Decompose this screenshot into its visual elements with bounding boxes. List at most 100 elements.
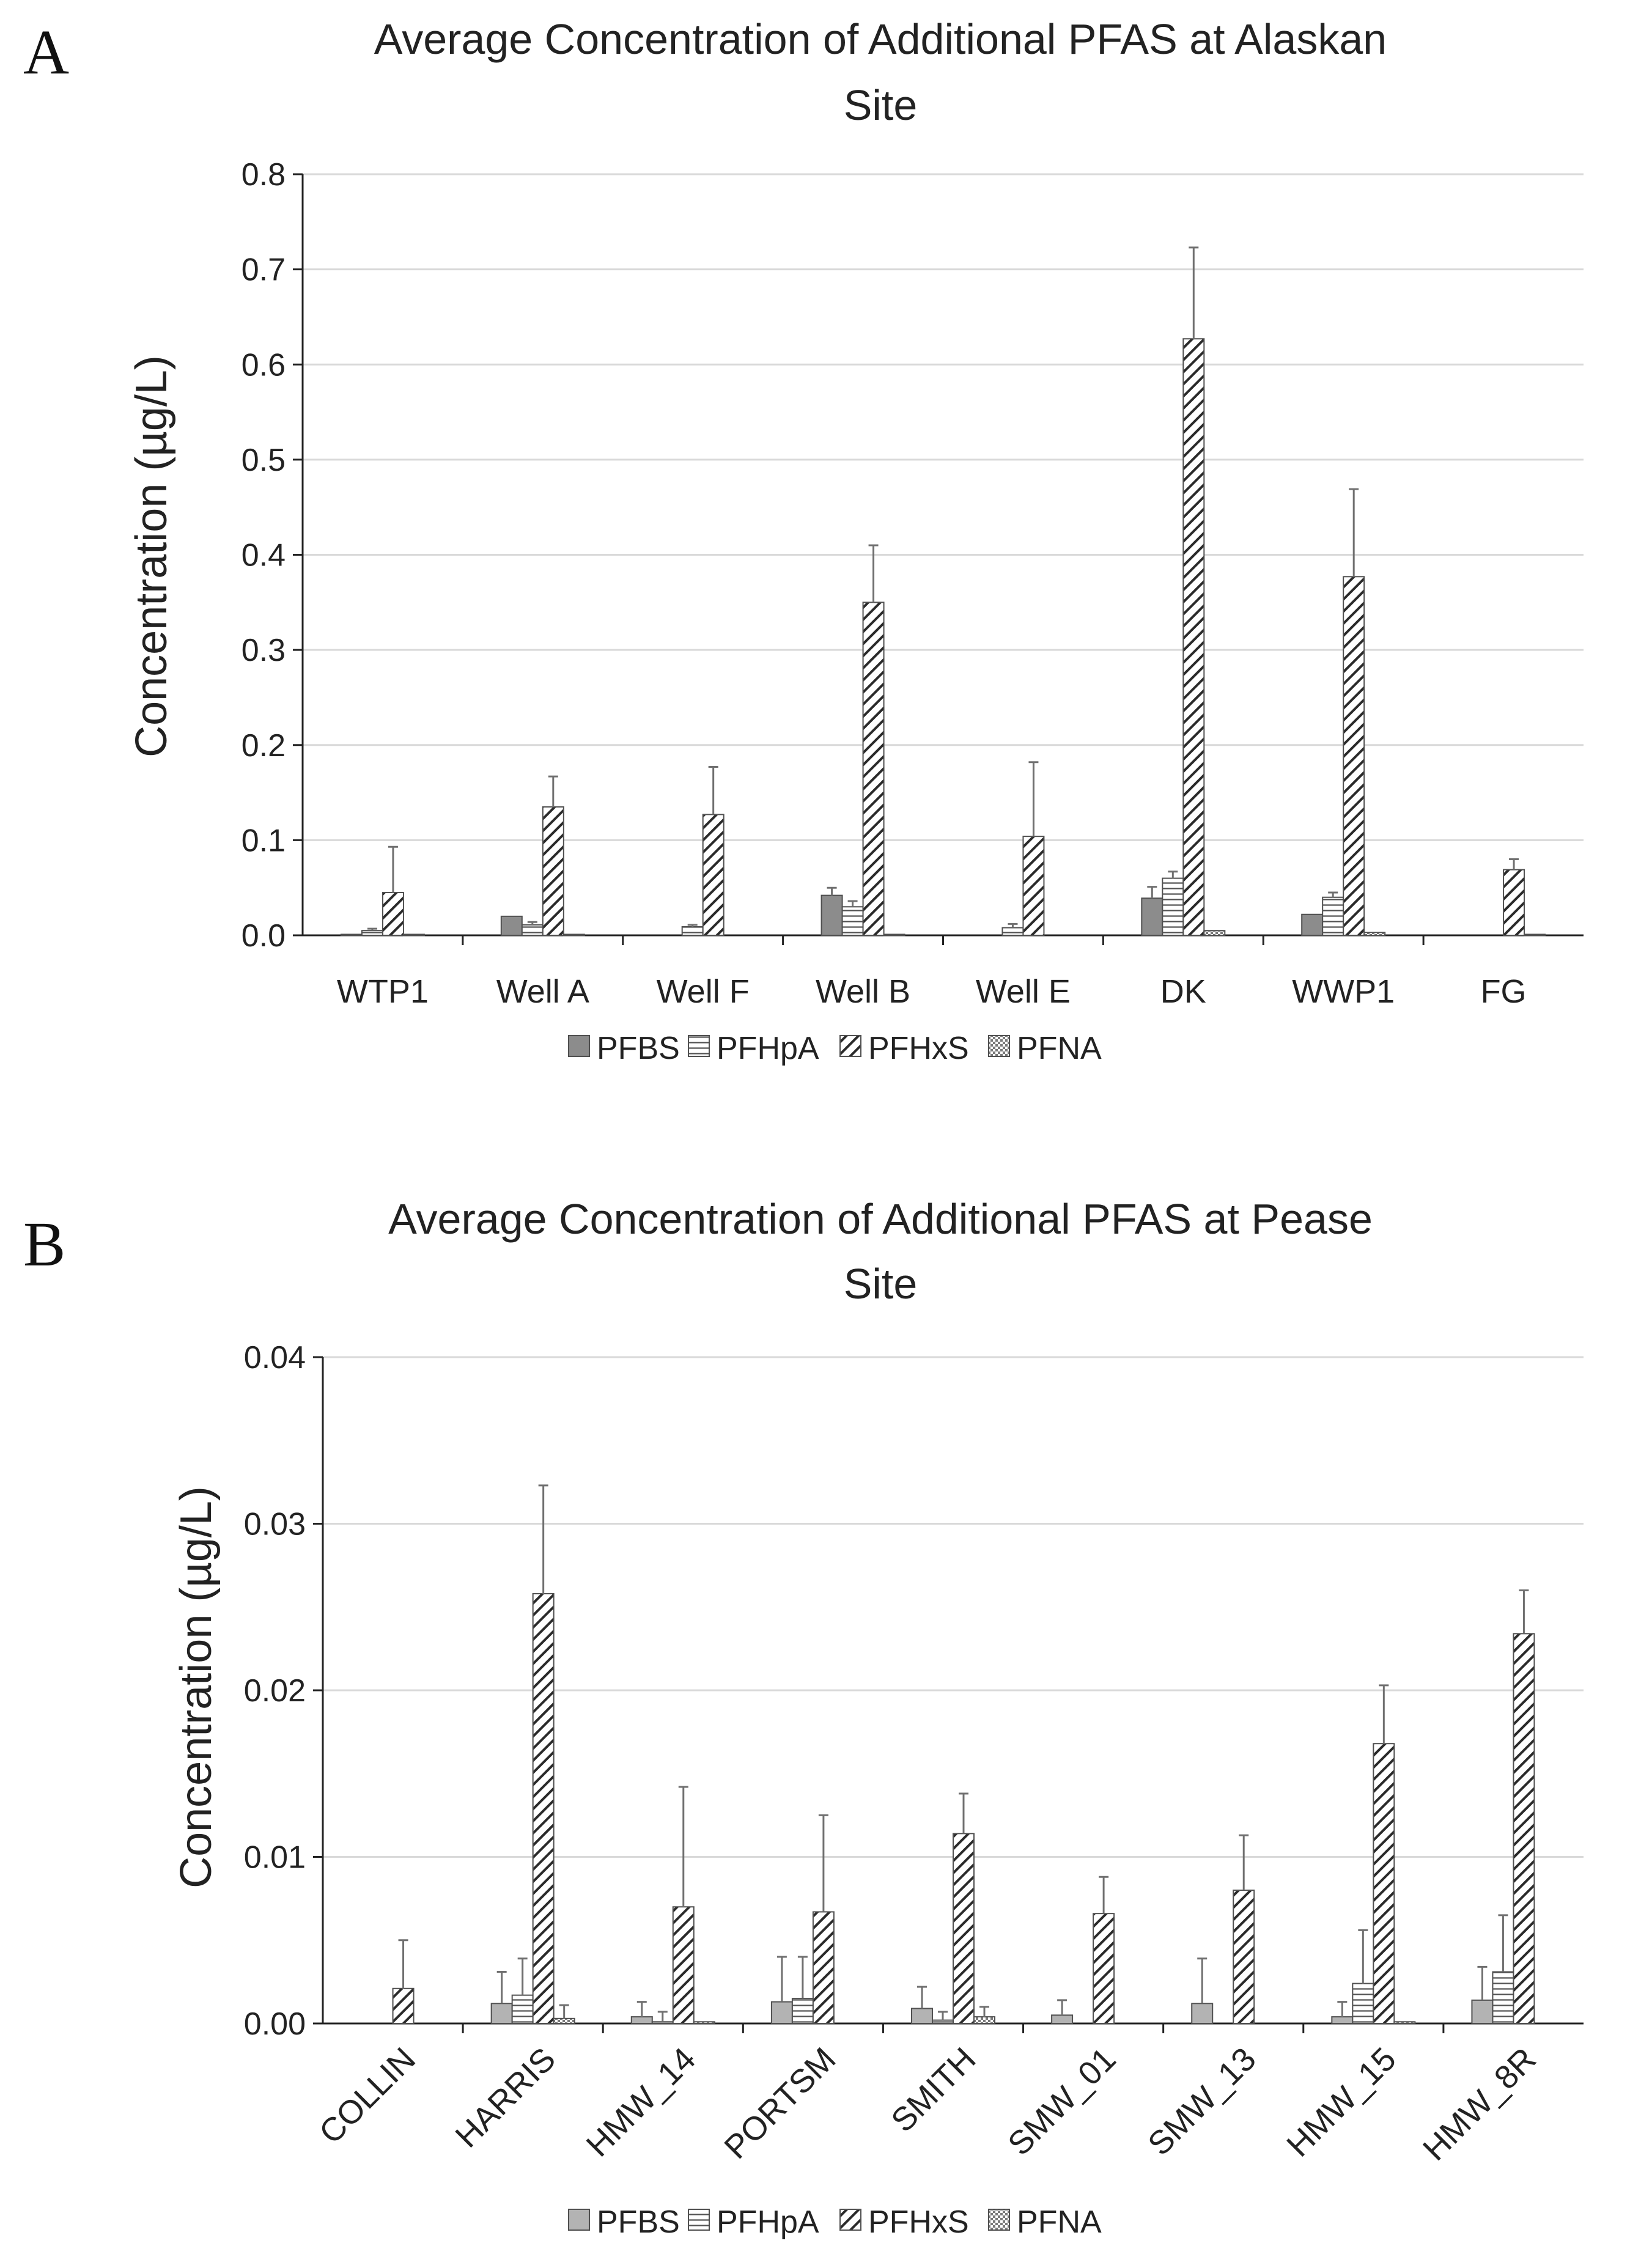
bar-pfhxs-smw-13 (1233, 1890, 1255, 2024)
y-tick-label: 0.04 (244, 1340, 306, 1375)
chart-panel-b: Average Concentration of Additional PFAS… (172, 1195, 1584, 2240)
y-tick-label: 0.00 (244, 2006, 306, 2042)
y-axis-title: Concentration (µg/L) (172, 1486, 221, 1888)
bar-pfbs-smith (911, 2008, 933, 2025)
x-tick-label: Well B (816, 973, 910, 1010)
panel-letter-a: A (23, 17, 69, 87)
bar-pfhxs-fg (1503, 869, 1525, 937)
bar-pfbs-harris (490, 2003, 513, 2025)
bar-pfbs-hmw-15 (1331, 2016, 1354, 2025)
bar-pfhxs-hmw-14 (672, 1906, 695, 2024)
x-tick-label: SMW_13 (1141, 2041, 1263, 2162)
chart-title-line-2: Site (844, 1260, 918, 1308)
x-tick-label: DK (1160, 973, 1206, 1010)
legend-swatch-pfna (988, 2209, 1010, 2231)
x-tick-label: Well A (496, 973, 589, 1010)
x-tick-label: FG (1481, 973, 1527, 1010)
bar-pfhxs-well-e (1022, 836, 1045, 937)
bar-pfna-smith (973, 2016, 995, 2025)
y-tick-label: 0.8 (242, 157, 286, 193)
bar-pfhpa-well-f (681, 926, 704, 937)
bar-pfhpa-well-a (521, 924, 544, 936)
bar-pfbs-well-b (820, 894, 843, 936)
legend-label-pfhxs: PFHxS (868, 1031, 969, 1066)
bar-pfhxs-smw-01 (1093, 1913, 1115, 2024)
legend-swatch-pfhxs (839, 2209, 861, 2231)
bar-pfhpa-well-b (841, 906, 864, 936)
bar-pfbs-portsm (770, 2001, 793, 2024)
bar-pfhpa-well-e (1001, 927, 1024, 937)
bar-pfhxs-well-b (862, 602, 885, 936)
bar-pfhxs-wwp1 (1343, 576, 1365, 936)
bar-pfhxs-hmw-15 (1373, 1743, 1395, 2024)
x-tick-label: Well F (657, 973, 750, 1010)
bar-pfbs-smw-01 (1051, 2014, 1074, 2024)
legend-label-pfna: PFNA (1017, 2204, 1102, 2240)
bar-pfhpa-hmw-14 (651, 2021, 674, 2024)
bar-pfna-hmw-14 (693, 2021, 715, 2024)
bar-pfbs-smw-13 (1191, 2003, 1214, 2025)
y-tick-label: 0.4 (242, 538, 286, 573)
y-tick-label: 0.03 (244, 1507, 306, 1542)
bar-pfhpa-wtp1 (361, 930, 383, 936)
legend-label-pfbs: PFBS (597, 1031, 680, 1066)
chart-title-line-1: Average Concentration of Additional PFAS… (388, 1195, 1373, 1243)
y-tick-label: 0.3 (242, 633, 286, 668)
bar-pfhxs-harris (532, 1592, 555, 2024)
bar-pfbs-well-a (500, 915, 523, 936)
x-tick-label: COLLIN (312, 2041, 422, 2151)
bar-pfhxs-collin (392, 1987, 415, 2024)
y-tick-label: 0.2 (242, 728, 286, 764)
bar-pfna-harris (553, 2017, 575, 2024)
y-tick-label: 0.6 (242, 347, 286, 383)
bar-pfhxs-well-f (702, 814, 725, 936)
y-tick-label: 0.0 (242, 918, 286, 954)
legend-label-pfhpa: PFHpA (717, 1031, 819, 1066)
x-tick-label: SMW_01 (1001, 2041, 1123, 2162)
legend-swatch-pfna (988, 1035, 1010, 1057)
bar-pfbs-wtp1 (340, 933, 363, 937)
legend-label-pfhpa: PFHpA (717, 2204, 819, 2240)
legend-label-pfbs: PFBS (597, 2204, 680, 2240)
x-tick-label: HMW_14 (580, 2041, 703, 2164)
bar-pfna-well-a (562, 933, 585, 937)
legend-swatch-pfhpa (688, 1035, 710, 1057)
bar-pfbs-wwp1 (1301, 913, 1324, 936)
y-axis-title: Concentration (µg/L) (127, 355, 176, 757)
bar-pfna-fg (1524, 933, 1546, 937)
bar-pfhpa-dk (1162, 877, 1184, 936)
bar-pfbs-hmw-14 (630, 2016, 653, 2025)
bar-pfna-well-b (883, 933, 905, 937)
x-tick-label: WTP1 (337, 973, 429, 1010)
bar-pfhpa-portsm (791, 1998, 814, 2024)
x-tick-label: HMW_15 (1280, 2041, 1403, 2164)
y-tick-label: 0.1 (242, 823, 286, 858)
x-tick-label: HMW_8R (1416, 2041, 1543, 2168)
y-tick-label: 0.02 (244, 1673, 306, 1709)
x-tick-label: PORTSM (717, 2041, 843, 2166)
bar-pfhpa-harris (511, 1994, 534, 2025)
bar-pfhpa-wwp1 (1322, 896, 1344, 936)
x-tick-label: WWP1 (1292, 973, 1395, 1010)
legend-label-pfna: PFNA (1017, 1031, 1102, 1066)
bar-pfbs-dk (1141, 897, 1163, 937)
y-tick-label: 0.01 (244, 1840, 306, 1876)
x-tick-label: HARRIS (448, 2041, 562, 2155)
bar-pfhpa-hmw-15 (1352, 1983, 1374, 2025)
chart-panel-a: Average Concentration of Additional PFAS… (127, 15, 1584, 1066)
y-tick-label: 0.5 (242, 443, 286, 478)
legend-swatch-pfhxs (839, 1035, 861, 1057)
bar-pfna-hmw-15 (1393, 2021, 1416, 2024)
legend-swatch-pfbs (568, 1035, 590, 1057)
legend-label-pfhxs: PFHxS (868, 2204, 969, 2240)
y-tick-label: 0.7 (242, 252, 286, 288)
bar-pfhxs-dk (1182, 338, 1205, 936)
bar-pfna-wtp1 (402, 933, 425, 937)
bar-pfhxs-well-a (542, 806, 564, 936)
chart-title-line-1: Average Concentration of Additional PFAS… (374, 15, 1387, 63)
bar-pfna-dk (1203, 930, 1226, 936)
bar-pfhpa-hmw-8r (1492, 1971, 1514, 2024)
panel-letter-b: B (23, 1209, 65, 1279)
x-tick-label: SMITH (884, 2041, 983, 2139)
